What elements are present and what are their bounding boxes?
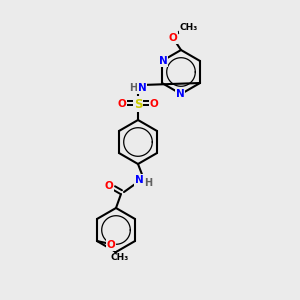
Text: N: N (176, 89, 184, 99)
Text: O: O (150, 99, 158, 109)
Text: H: H (129, 83, 137, 93)
Text: N: N (159, 56, 167, 66)
Text: O: O (169, 33, 177, 43)
Text: N: N (135, 175, 143, 185)
Text: O: O (106, 240, 115, 250)
Text: S: S (134, 98, 142, 110)
Text: CH₃: CH₃ (180, 23, 198, 32)
Text: N: N (138, 83, 146, 93)
Text: H: H (144, 178, 152, 188)
Text: O: O (118, 99, 126, 109)
Text: O: O (105, 181, 113, 191)
Text: CH₃: CH₃ (111, 254, 129, 262)
